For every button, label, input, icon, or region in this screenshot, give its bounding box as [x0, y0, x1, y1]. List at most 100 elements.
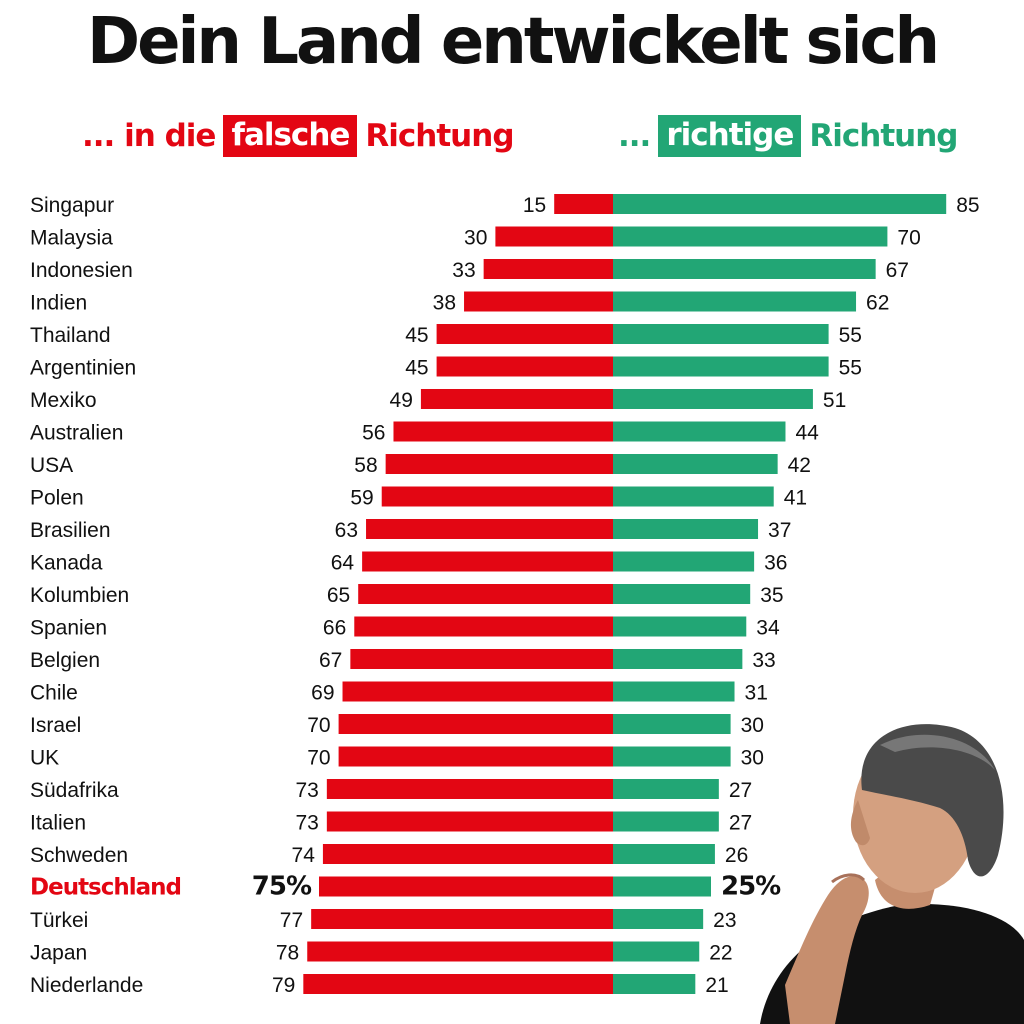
category-label: Kolumbien [30, 584, 129, 607]
legend-wrong-prefix: ... in die [82, 118, 216, 154]
bar-wrong-direction [358, 584, 613, 604]
category-label: Australien [30, 422, 123, 445]
bar-wrong-direction [464, 291, 613, 312]
bar-wrong-direction [303, 974, 613, 994]
value-label-wrong: 45 [405, 357, 428, 380]
value-label-right: 31 [745, 682, 768, 705]
bar-right-direction [613, 844, 715, 864]
value-label-wrong: 64 [331, 552, 355, 575]
bar-right-direction [613, 616, 747, 637]
value-label-wrong: 73 [295, 779, 318, 802]
value-label-right: 55 [839, 324, 862, 347]
value-label-wrong: 77 [280, 909, 303, 932]
legend-right-prefix: ... [618, 118, 651, 154]
category-label: Deutschland [30, 875, 181, 901]
value-label-wrong: 65 [327, 584, 350, 607]
category-label: Brasilien [30, 519, 111, 542]
legend-right-suffix: Richtung [809, 118, 958, 154]
category-label: Chile [30, 682, 78, 705]
bar-layer: Singapur 15 85 Malaysia 30 70 Indonesien 33 67 In… [30, 194, 980, 997]
category-label: Argentinien [30, 357, 136, 380]
bar-right-direction [613, 226, 888, 247]
legend-wrong-box: falsche [223, 115, 358, 157]
value-label-right: 21 [705, 974, 728, 997]
value-label-right: 51 [823, 389, 846, 412]
value-label-wrong: 33 [452, 259, 475, 282]
value-label-right: 27 [729, 812, 752, 835]
bar-right-direction [613, 681, 735, 702]
category-label: Mexiko [30, 389, 97, 412]
bar-wrong-direction [307, 941, 613, 962]
category-label: Singapur [30, 194, 114, 217]
value-label-wrong: 45 [405, 324, 428, 347]
bar-wrong-direction [436, 324, 613, 344]
value-label-wrong: 56 [362, 422, 385, 445]
value-label-right: 85 [956, 194, 979, 217]
bar-wrong-direction [326, 811, 613, 832]
value-label-right: 55 [839, 357, 862, 380]
value-label-wrong: 49 [390, 389, 413, 412]
legend-right-box: richtige [658, 115, 802, 157]
category-label: Thailand [30, 324, 111, 347]
value-label-wrong: 38 [433, 292, 456, 315]
value-label-wrong: 78 [276, 942, 299, 965]
value-label-wrong: 59 [350, 487, 373, 510]
bar-right-direction [613, 876, 711, 897]
bar-right-direction [613, 356, 829, 377]
value-label-right: 62 [866, 292, 889, 315]
value-label-right: 25% [721, 872, 781, 902]
bar-right-direction [613, 389, 813, 409]
bar-wrong-direction [385, 454, 613, 474]
value-label-wrong: 70 [307, 747, 330, 770]
value-label-right: 37 [768, 519, 791, 542]
bar-right-direction [613, 649, 743, 669]
bar-right-direction [613, 584, 751, 604]
value-label-right: 70 [897, 227, 920, 250]
category-label: Indonesien [30, 259, 133, 282]
value-label-right: 67 [886, 259, 909, 282]
value-label-right: 26 [725, 844, 748, 867]
category-label: Spanien [30, 617, 107, 640]
legend-wrong-direction: ... in die falsche Richtung [82, 108, 515, 164]
value-label-wrong: 58 [354, 454, 377, 477]
value-label-right: 41 [784, 487, 807, 510]
chart-title: Dein Land entwickelt sich [86, 5, 940, 79]
value-label-wrong: 70 [307, 714, 330, 737]
value-label-right: 27 [729, 779, 752, 802]
category-label: Belgien [30, 649, 100, 672]
bar-right-direction [613, 519, 759, 539]
category-label: USA [30, 454, 73, 477]
category-label: Indien [30, 292, 87, 315]
bar-wrong-direction [311, 909, 613, 929]
value-label-wrong: 15 [523, 194, 546, 217]
bar-right-direction [613, 486, 774, 507]
bar-right-direction [613, 194, 947, 214]
bar-right-direction [613, 714, 731, 734]
legend-right-direction: ... richtige Richtung [618, 108, 958, 164]
value-label-wrong: 66 [323, 617, 346, 640]
value-label-right: 23 [713, 909, 736, 932]
bar-wrong-direction [326, 779, 613, 799]
category-label: Südafrika [30, 779, 119, 802]
bar-wrong-direction [338, 714, 613, 734]
category-label: Kanada [30, 552, 103, 575]
bar-wrong-direction [322, 844, 613, 864]
bar-right-direction [613, 746, 731, 767]
bar-right-direction [613, 974, 696, 994]
bar-right-direction [613, 909, 704, 929]
bar-right-direction [613, 324, 829, 344]
category-label: Italien [30, 812, 86, 835]
bar-wrong-direction [342, 681, 613, 702]
bar-wrong-direction [381, 486, 613, 507]
value-label-wrong: 73 [295, 812, 318, 835]
bar-right-direction [613, 291, 857, 312]
value-label-right: 42 [788, 454, 811, 477]
bar-wrong-direction [362, 551, 613, 572]
value-label-wrong: 67 [319, 649, 342, 672]
bar-wrong-direction [420, 389, 613, 409]
value-label-wrong: 63 [335, 519, 358, 542]
category-label: Israel [30, 714, 81, 737]
value-label-right: 44 [795, 422, 819, 445]
bar-right-direction [613, 811, 719, 832]
